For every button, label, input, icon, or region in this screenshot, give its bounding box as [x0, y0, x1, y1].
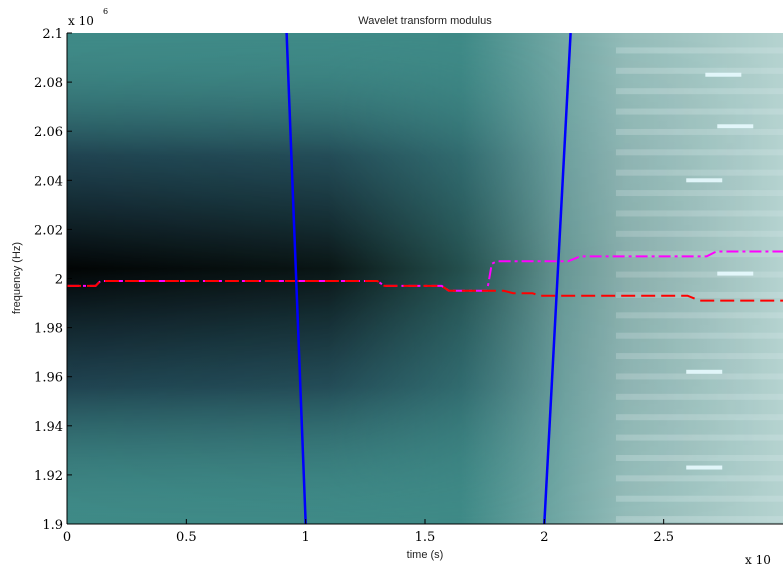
x-tick-label: 0 [63, 530, 71, 545]
heatmap-peak [686, 465, 723, 470]
y-tick-label: 2.02 [34, 223, 63, 238]
heatmap-peak [717, 124, 754, 129]
y-axis: 1.9 1.92 1.94 1.96 1.98 2 2.02 2.04 2.06 2.08 2.1 [34, 27, 72, 533]
y-tick-label: 2.08 [34, 76, 63, 91]
heatmap-peak [686, 369, 723, 374]
y-tick-label: 2 [55, 273, 63, 288]
y-tick-label: 1.9 [42, 518, 63, 533]
x-axis-label: time (s) [407, 549, 444, 561]
y-tick-label: 2.06 [34, 125, 63, 140]
y-tick-label: 1.94 [34, 420, 63, 435]
y-tick-label: 2.04 [34, 174, 63, 189]
x-tick-label: 2 [540, 530, 548, 545]
x-tick-label: 1 [302, 530, 310, 545]
heatmap-peak [717, 271, 754, 276]
y-multiplier-exponent: 6 [103, 7, 108, 16]
y-tick-label: 1.92 [34, 469, 63, 484]
y-tick-label: 1.96 [34, 371, 63, 386]
x-tick-label: 0.5 [176, 530, 197, 545]
y-axis-label: frequency (Hz) [11, 242, 23, 314]
x-tick-label: 1.5 [415, 530, 436, 545]
y-tick-label: 1.98 [34, 322, 63, 337]
series-line-2 [67, 280, 783, 302]
x-tick-label: 2.5 [653, 530, 674, 545]
x-multiplier-label: x 10 [745, 553, 771, 567]
series-line-4 [543, 33, 572, 524]
heatmap-peak [705, 72, 742, 77]
series-line-3 [285, 33, 307, 524]
x-axis: 0 0.5 1 1.5 2 2.5 [63, 519, 783, 545]
y-tick-label: 2.1 [42, 27, 63, 42]
heatmap-peak [686, 178, 723, 183]
chart-title: Wavelet transform modulus [358, 15, 492, 27]
y-multiplier-label: x 10 [68, 14, 94, 28]
heatmap-image [67, 33, 783, 524]
